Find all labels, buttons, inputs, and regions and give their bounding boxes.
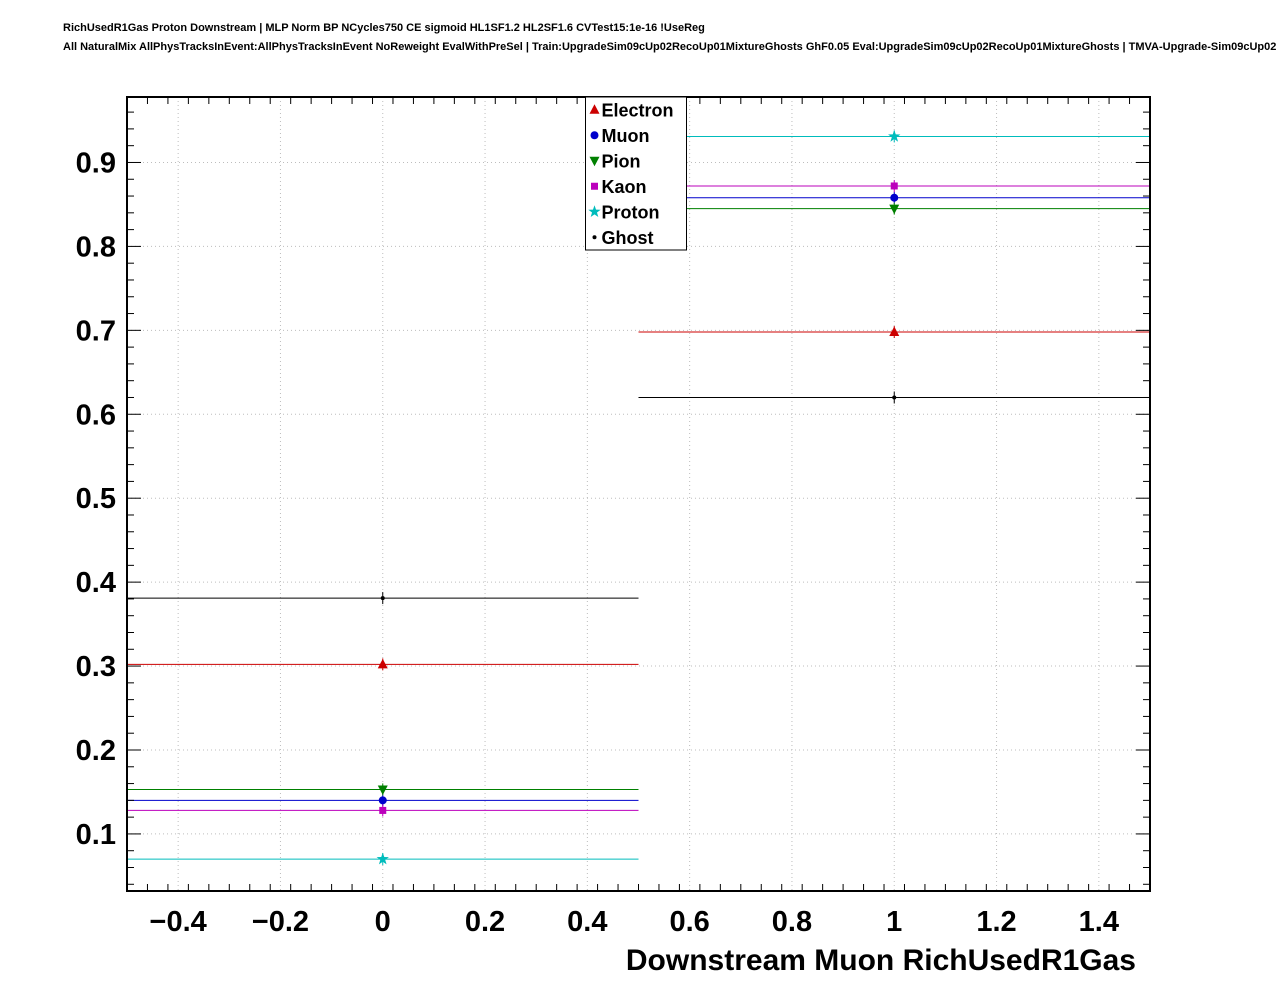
- kaon-marker-icon: [890, 182, 898, 190]
- proton-marker-icon: [376, 852, 389, 865]
- x-tick-label: 0.2: [465, 906, 505, 938]
- x-tick-label: 1.4: [1079, 906, 1119, 938]
- legend-item-muon: Muon: [590, 126, 650, 146]
- proton-marker-icon: [888, 129, 901, 142]
- legend: Electron Muon Pion Kaon Proton Ghost: [585, 96, 687, 251]
- y-tick-label: 0.2: [76, 735, 116, 767]
- legend-item-electron: Electron: [589, 100, 674, 120]
- x-tick-label: 0.4: [567, 906, 607, 938]
- electron-marker-icon: [377, 658, 388, 669]
- legend-label: Ghost: [602, 228, 654, 248]
- legend-item-ghost: Ghost: [592, 228, 654, 248]
- ghost-legend-marker-icon: [592, 235, 597, 240]
- x-tick-label: −0.4: [150, 906, 207, 938]
- x-tick-label: 1: [886, 906, 902, 938]
- legend-label: Pion: [602, 151, 641, 171]
- y-tick-label: 0.7: [76, 315, 116, 347]
- x-axis-title: Downstream Muon RichUsedR1Gas: [626, 944, 1136, 977]
- kaon-legend-marker-icon: [591, 182, 598, 190]
- y-tick-label: 0.1: [76, 819, 116, 851]
- y-tick-label: 0.9: [76, 147, 116, 179]
- plot-header: RichUsedR1Gas Proton Downstream | MLP No…: [63, 19, 1276, 57]
- proton-legend-marker-icon: [588, 205, 601, 218]
- axis-ticks: [126, 97, 1151, 891]
- x-tick-label: 0.8: [772, 906, 812, 938]
- series-muon: [127, 191, 1150, 807]
- series-kaon: [127, 179, 1150, 817]
- series-pion: [127, 202, 1150, 796]
- legend-item-proton: Proton: [588, 202, 660, 222]
- gridlines: [127, 97, 1150, 891]
- series-ghost: [127, 391, 1150, 605]
- kaon-marker-icon: [379, 806, 387, 814]
- legend-item-kaon: Kaon: [591, 177, 647, 197]
- x-tick-label: 0: [375, 906, 391, 938]
- electron-legend-marker-icon: [589, 104, 600, 114]
- series-proton: [127, 129, 1150, 866]
- ghost-marker-icon: [380, 596, 385, 601]
- pion-marker-icon: [889, 204, 900, 215]
- legend-item-pion: Pion: [589, 151, 641, 171]
- legend-label: Proton: [602, 202, 660, 222]
- axis-labels: −0.4 −0.2 0 0.2 0.4 0.6 0.8 1 1.2 1.4 0.1 0.2 0.3 0.4…: [76, 147, 1136, 977]
- series-electron: [127, 326, 1150, 671]
- x-tick-label: 1.2: [976, 906, 1016, 938]
- legend-box: [585, 96, 687, 251]
- legend-label: Kaon: [602, 177, 647, 197]
- plot-title-line1: RichUsedR1Gas Proton Downstream | MLP No…: [63, 22, 705, 34]
- legend-label: Electron: [602, 100, 674, 120]
- muon-marker-icon: [890, 193, 899, 202]
- muon-legend-marker-icon: [590, 131, 599, 140]
- muon-marker-icon: [378, 796, 387, 805]
- electron-marker-icon: [889, 326, 900, 337]
- pion-marker-icon: [377, 785, 388, 795]
- y-tick-label: 0.4: [76, 567, 116, 599]
- x-tick-label: −0.2: [252, 906, 309, 938]
- ghost-marker-icon: [892, 395, 897, 400]
- y-tick-label: 0.6: [76, 399, 116, 431]
- pion-legend-marker-icon: [589, 156, 600, 167]
- legend-label: Muon: [602, 126, 650, 146]
- y-tick-label: 0.3: [76, 651, 116, 683]
- x-tick-label: 0.6: [669, 906, 709, 938]
- y-tick-label: 0.8: [76, 231, 116, 263]
- y-tick-label: 0.5: [76, 483, 116, 515]
- plot-title-line2: All NaturalMix AllPhysTracksInEvent:AllP…: [63, 41, 1276, 53]
